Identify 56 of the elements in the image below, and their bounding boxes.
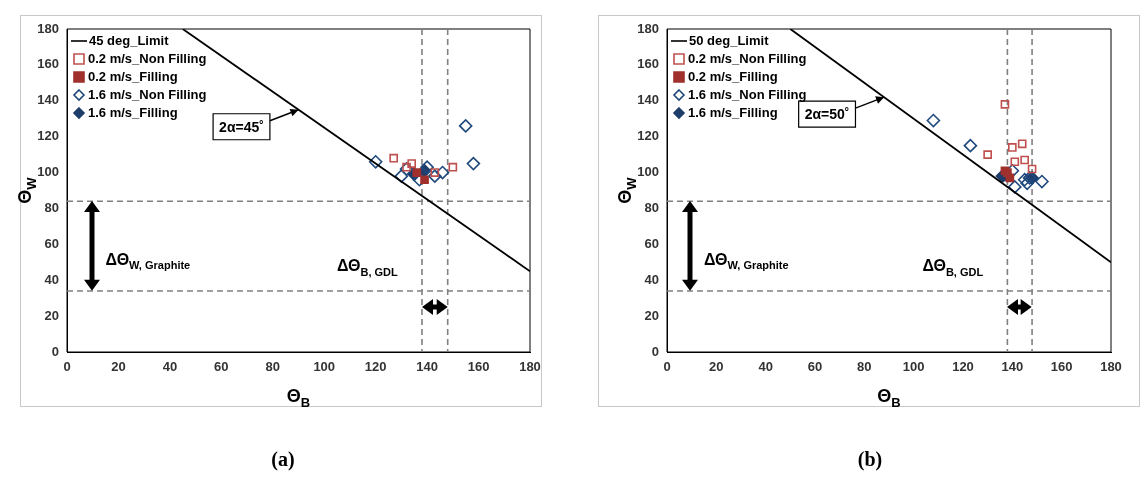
annotation: 2α=45˚	[219, 118, 264, 135]
legend-label: 0.2 m/s_Non Filling	[88, 50, 207, 66]
y-tick-label: 20	[44, 307, 59, 323]
y-tick-label: 180	[37, 20, 59, 36]
legend-label: 45 deg_Limit	[89, 32, 170, 48]
legend-label: 0.2 m/s_Filling	[688, 68, 778, 84]
y-tick-label: 40	[644, 271, 659, 287]
x-tick-label: 180	[1100, 359, 1122, 375]
x-tick-label: 140	[416, 359, 438, 375]
x-tick-label: 60	[807, 359, 823, 375]
x-tick-label: 80	[857, 359, 872, 375]
annotation: 2α=50˚	[804, 106, 850, 123]
x-tick-label: 160	[1050, 359, 1073, 375]
y-tick-label: 180	[637, 20, 659, 36]
y-tick-label: 140	[637, 92, 659, 108]
x-tick-label: 80	[265, 359, 281, 375]
y-tick-label: 60	[44, 235, 59, 251]
y-tick-label: 100	[37, 164, 59, 180]
y-tick-label: 20	[644, 307, 659, 323]
y-tick-label: 120	[37, 128, 59, 144]
y-axis-title: ΘW	[15, 176, 40, 204]
legend-label: 1.6 m/s_Filling	[88, 104, 178, 120]
y-tick-label: 80	[644, 200, 659, 216]
y-tick-label: 0	[51, 343, 59, 359]
legend-label: 1.6 m/s_Non Filling	[688, 86, 807, 102]
y-tick-label: 160	[637, 56, 659, 72]
x-tick-label: 40	[162, 359, 178, 375]
x-tick-label: 100	[902, 359, 925, 375]
legend-label: 50 deg_Limit	[689, 32, 770, 48]
x-tick-label: 180	[519, 359, 541, 375]
legend-label: 1.6 m/s_Non Filling	[88, 86, 207, 102]
x-tick-label: 0	[663, 359, 671, 375]
y-tick-label: 60	[644, 235, 659, 251]
legend-label: 0.2 m/s_Non Filling	[688, 50, 807, 66]
y-tick-label: 120	[637, 128, 659, 144]
y-tick-label: 80	[44, 200, 59, 216]
x-tick-label: 40	[758, 359, 773, 375]
y-tick-label: 160	[37, 56, 59, 72]
x-tick-label: 20	[709, 359, 724, 375]
x-tick-label: 100	[313, 359, 336, 375]
y-tick-label: 100	[637, 164, 659, 180]
legend-label: 1.6 m/s_Filling	[688, 104, 778, 120]
x-tick-label: 60	[214, 359, 229, 375]
x-tick-label: 120	[364, 359, 387, 375]
legend-label: 0.2 m/s_Filling	[88, 68, 178, 84]
x-tick-label: 0	[63, 359, 71, 375]
y-axis-title: ΘW	[615, 176, 640, 204]
x-tick-label: 140	[1001, 359, 1024, 375]
text: (a)	[271, 448, 295, 471]
x-tick-label: 160	[467, 359, 490, 375]
y-tick-label: 140	[37, 92, 59, 108]
x-tick-label: 20	[111, 359, 126, 375]
y-tick-label: 0	[651, 343, 659, 359]
y-tick-label: 40	[44, 271, 59, 287]
text: (b)	[857, 448, 883, 471]
x-tick-label: 120	[952, 359, 974, 375]
